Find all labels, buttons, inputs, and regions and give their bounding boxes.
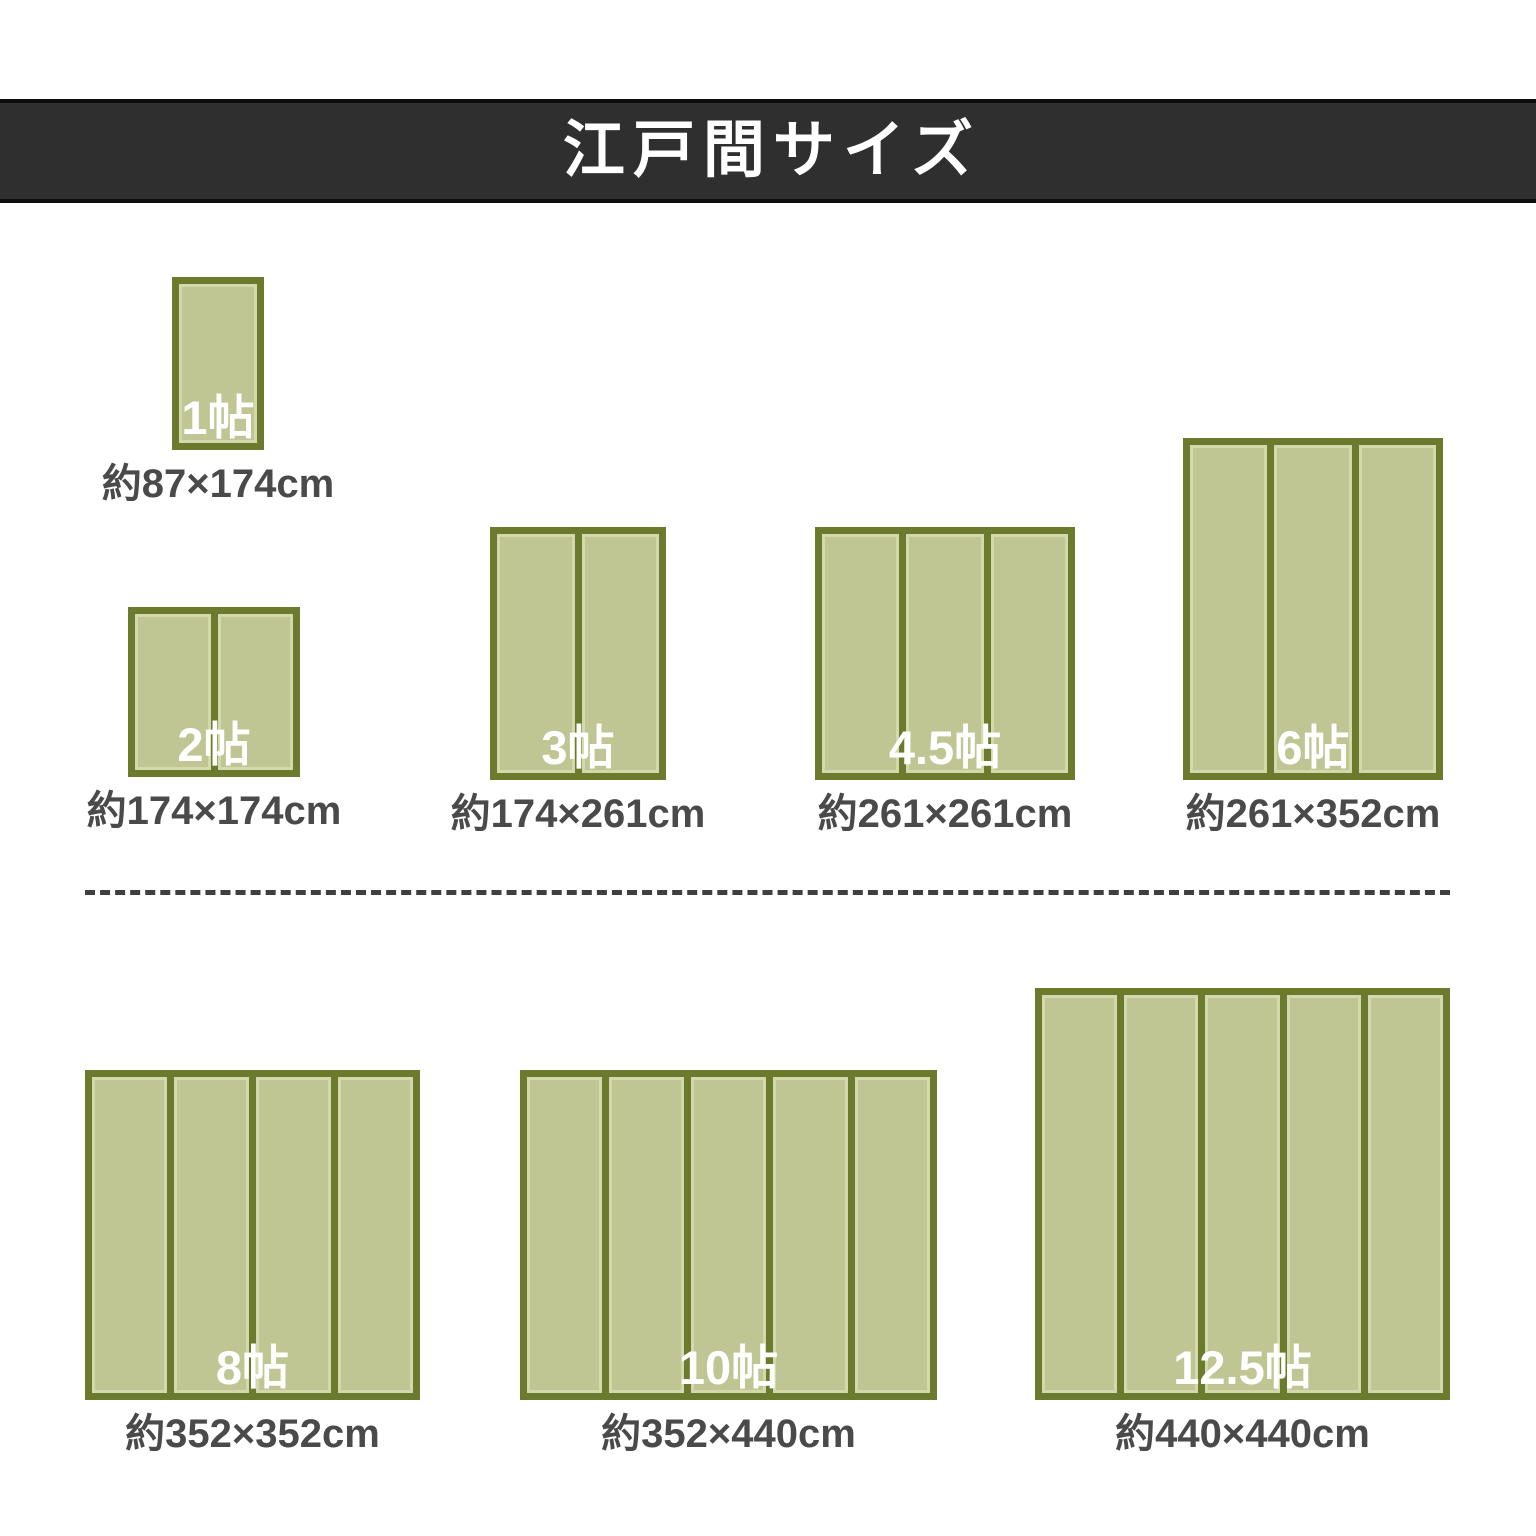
tatami-panel: [773, 1077, 848, 1393]
tatami-panel: [581, 534, 659, 773]
tatami-panel: [855, 1077, 930, 1393]
tatami-rect-6jo: 6帖: [1183, 438, 1443, 780]
tatami-panel: [609, 1077, 684, 1393]
mat-size-group-10jo: 10帖 約352×440cm: [520, 1070, 937, 1454]
mat-size-label: 10帖: [678, 1341, 779, 1394]
mat-size-label: 2帖: [177, 718, 251, 771]
tatami-rect-4-5jo: 4.5帖: [815, 527, 1075, 780]
tatami-panel: [527, 1077, 602, 1393]
tatami-rect-3jo: 3帖: [490, 527, 666, 780]
tatami-panel: [822, 534, 900, 773]
tatami-rect-10jo: 10帖: [520, 1070, 937, 1400]
mat-dimension-text: 約174×261cm: [450, 792, 706, 836]
mat-dimension-text: 約261×352cm: [1185, 792, 1441, 836]
tatami-panel: [1042, 995, 1117, 1393]
tatami-panel: [217, 614, 293, 770]
tatami-panel: [338, 1077, 413, 1393]
tatami-panel: [1286, 995, 1362, 1393]
tatami-panel: [1123, 995, 1199, 1393]
mat-size-label: 6帖: [1276, 721, 1350, 774]
mat-size-label: 8帖: [215, 1341, 290, 1394]
tatami-rect-12-5jo: 12.5帖: [1035, 988, 1450, 1400]
tatami-panel: [1274, 445, 1352, 773]
tatami-panel: [1368, 995, 1443, 1393]
tatami-panel: [92, 1077, 167, 1393]
row-separator-dashed-line: [85, 890, 1450, 895]
tatami-rect-1jo: 1帖: [172, 277, 264, 450]
mat-size-group-1jo: 1帖 約87×174cm: [102, 277, 334, 504]
tatami-panel: [906, 534, 984, 773]
tatami-panel: [691, 1077, 766, 1393]
mat-size-group-3jo: 3帖 約174×261cm: [451, 527, 705, 834]
tatami-panel: [179, 284, 257, 443]
tatami-panel: [135, 614, 211, 770]
mat-size-group-8jo: 8帖 約352×352cm: [85, 1070, 420, 1454]
mat-dimension-text: 約261×261cm: [817, 792, 1073, 836]
mat-size-label: 4.5帖: [888, 721, 1002, 774]
mat-size-label: 3帖: [541, 721, 615, 774]
tatami-rect-8jo: 8帖: [85, 1070, 420, 1400]
page-title: 江戸間サイズ: [562, 116, 982, 185]
mat-size-group-4-5jo: 4.5帖 約261×261cm: [815, 527, 1075, 834]
mat-size-label: 1帖: [181, 391, 255, 444]
tatami-panel: [1205, 995, 1280, 1393]
mat-size-group-12-5jo: 12.5帖 約440×440cm: [1035, 988, 1450, 1454]
mat-dimension-text: 約352×440cm: [601, 1412, 856, 1456]
mat-size-label: 12.5帖: [1173, 1341, 1312, 1394]
mat-dimension-text: 約440×440cm: [1115, 1412, 1370, 1456]
mat-size-group-2jo: 2帖 約174×174cm: [87, 607, 341, 831]
title-bar: 江戸間サイズ: [0, 99, 1536, 203]
tatami-panel: [174, 1077, 249, 1393]
tatami-rect-2jo: 2帖: [128, 607, 300, 777]
tatami-panel: [990, 534, 1068, 773]
tatami-panel: [1358, 445, 1436, 773]
mat-dimension-text: 約352×352cm: [125, 1412, 380, 1456]
mat-size-group-6jo: 6帖 約261×352cm: [1183, 438, 1443, 834]
mat-dimension-text: 約87×174cm: [101, 462, 335, 506]
mat-dimension-text: 約174×174cm: [86, 789, 342, 833]
tatami-panel: [497, 534, 575, 773]
tatami-panel: [256, 1077, 331, 1393]
tatami-panel: [1190, 445, 1268, 773]
